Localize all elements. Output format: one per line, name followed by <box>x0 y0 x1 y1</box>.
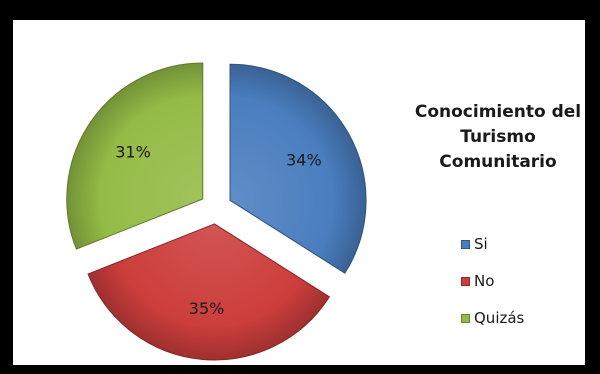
legend-item-quizas: Quizás <box>461 308 581 328</box>
pie-slice-quizas <box>66 62 204 250</box>
chart-title-line-2: Turismo <box>460 127 536 147</box>
chart-title: Conocimiento del Turismo Comunitario <box>408 100 585 175</box>
pie-slice-si <box>229 63 367 274</box>
legend-label-no: No <box>474 272 495 290</box>
legend-label-quizas: Quizás <box>474 309 525 327</box>
data-label-si: 34% <box>286 151 322 170</box>
legend-label-si: Si <box>474 235 488 253</box>
legend-swatch-no <box>461 276 470 286</box>
chart-area: 34% 35% 31% Conocimiento del Turismo Comun… <box>10 17 588 368</box>
chart-title-line-1: Conocimiento del <box>414 102 582 122</box>
pie-slice-no <box>87 223 331 361</box>
legend-swatch-si <box>461 239 470 249</box>
chart-title-line-3: Comunitario <box>439 152 557 172</box>
legend: Si No Quizás <box>461 234 581 345</box>
legend-item-no: No <box>461 271 581 291</box>
legend-swatch-quizas <box>461 313 470 323</box>
data-label-quizas: 31% <box>115 143 151 162</box>
legend-item-si: Si <box>461 234 581 254</box>
pie-chart: 34% 35% 31% <box>66 62 367 361</box>
data-label-no: 35% <box>189 299 225 318</box>
